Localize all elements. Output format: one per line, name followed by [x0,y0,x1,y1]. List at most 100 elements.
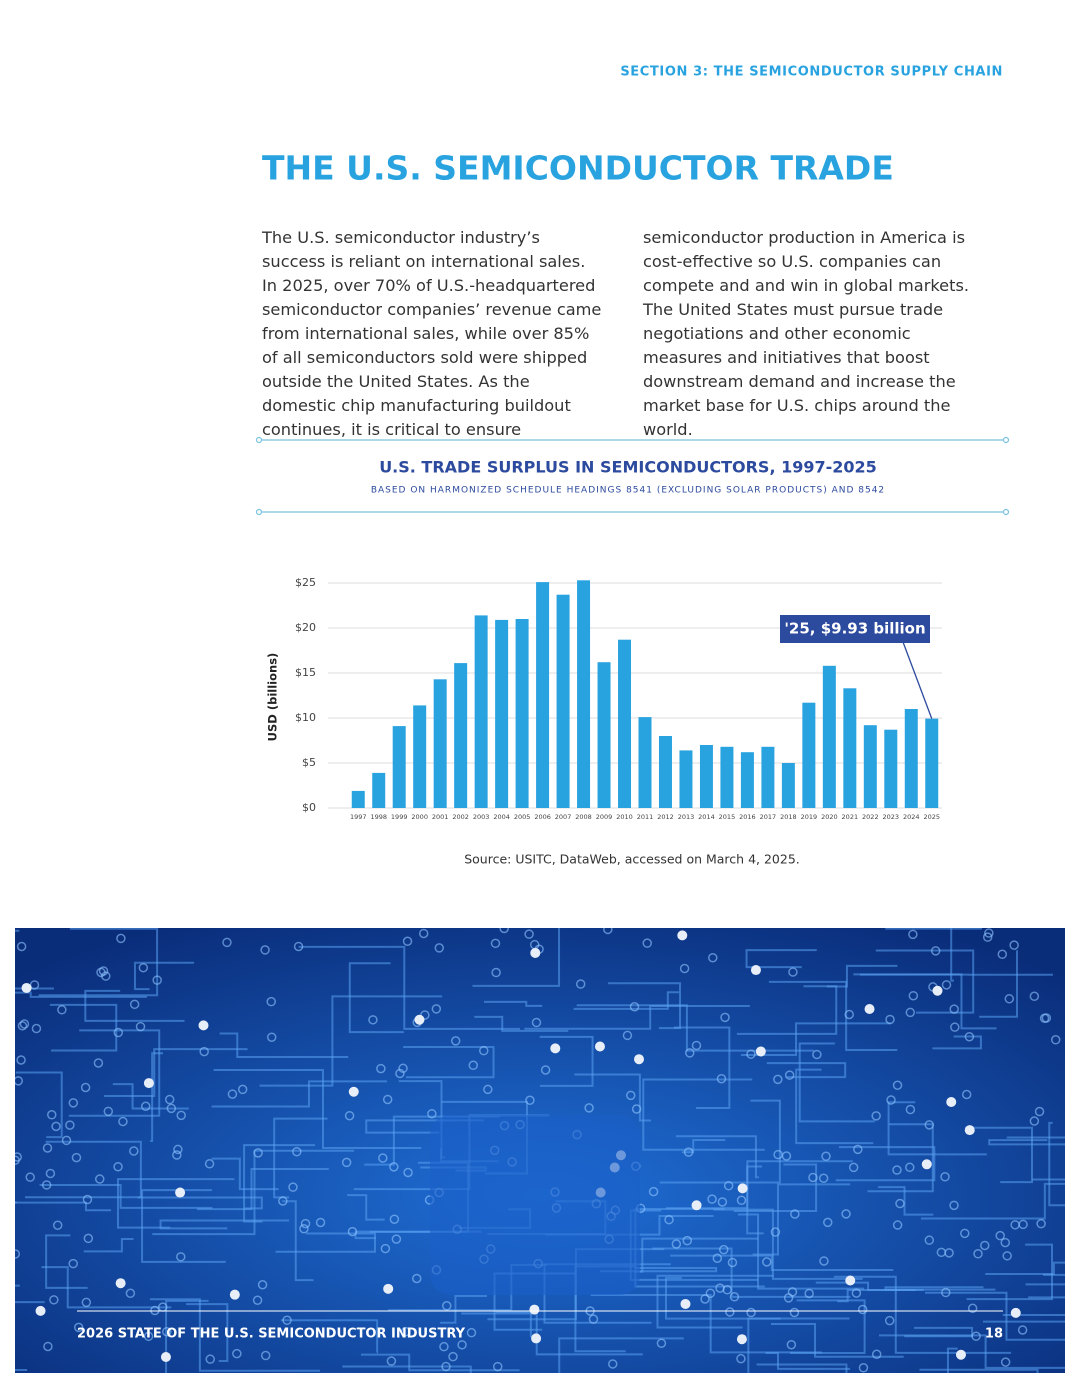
pad [376,1063,386,1074]
x-tick-label: 2008 [575,813,592,821]
bar [597,662,611,808]
pad [368,1015,378,1025]
bar [618,639,632,808]
pad [82,1194,93,1205]
trace [149,1298,321,1372]
pad [222,937,232,948]
x-tick-label: 2001 [432,813,449,821]
x-tick-label: 2010 [616,813,633,821]
trace [884,1286,996,1291]
pad [266,996,276,1007]
pad [466,1327,477,1338]
bar [413,705,427,808]
bar [474,615,488,808]
pad [997,949,1008,960]
via [736,1334,747,1345]
pad [924,1120,935,1130]
bar [904,709,918,808]
via [529,1304,540,1315]
bar [351,790,365,808]
pad [905,1007,916,1018]
x-tick-label: 1997 [350,813,367,821]
pad [716,1073,727,1084]
pad [1041,1013,1052,1023]
x-tick-label: 2025 [923,813,940,821]
pad [427,1108,437,1119]
pad [344,1110,355,1121]
pad [712,1253,723,1263]
trace [766,1062,847,1079]
pad [584,1103,594,1113]
pad [412,1273,422,1284]
via [594,1041,605,1052]
bar [515,619,529,808]
pad [389,1162,399,1172]
trace [985,1261,1065,1275]
bar [372,772,386,808]
x-tick-label: 2003 [473,813,490,821]
pad [237,1084,248,1095]
trace [675,1135,759,1179]
trace [988,1139,1065,1146]
trace [539,1035,594,1087]
bar [802,702,816,808]
via [348,1086,359,1097]
y-axis-label: USD (billions) [266,653,280,742]
trace [789,1299,866,1355]
pad [770,1227,781,1237]
pad [941,1287,951,1298]
pad [400,1326,411,1337]
pad [288,1182,298,1192]
trace [152,1149,355,1236]
via [921,1159,932,1170]
bar [863,725,877,808]
pad [57,1005,67,1015]
pad [138,962,149,973]
trace [681,1139,726,1154]
via [383,1283,394,1294]
pad [524,929,534,939]
pad [135,1021,146,1032]
trace [946,1347,958,1373]
pad [773,1074,783,1085]
annotation: '25, $9.93 billion [784,620,925,638]
via [964,1125,975,1136]
trace [982,1320,1065,1323]
trace [798,1042,875,1123]
pad [848,1162,859,1173]
pad [960,1228,970,1239]
pad [729,1292,740,1302]
bar [433,679,447,808]
trace [887,1101,987,1156]
pad [51,1121,61,1132]
pad [1004,994,1015,1004]
pad [603,928,613,935]
pad [439,1341,449,1352]
pad [540,1065,551,1075]
via [35,1305,46,1316]
pad [679,963,690,974]
trace [45,1234,88,1289]
pad [525,1095,535,1106]
pad [1029,1116,1040,1126]
via [932,985,943,996]
via [414,1014,425,1025]
trace [137,1196,263,1210]
pad [434,943,445,953]
pad [47,1110,57,1120]
trace [733,1163,818,1212]
via [680,1298,691,1309]
via [530,947,541,958]
pad [176,1252,186,1262]
trace [347,1194,385,1221]
trace [932,1035,982,1050]
pad [347,1226,358,1237]
trace [211,1080,387,1108]
trace [979,950,1018,1018]
pad [15,1249,21,1259]
trace [826,964,898,988]
trace [750,1099,851,1186]
pad [204,1159,215,1169]
pad [450,1036,461,1046]
x-tick-label: 2021 [842,813,859,821]
